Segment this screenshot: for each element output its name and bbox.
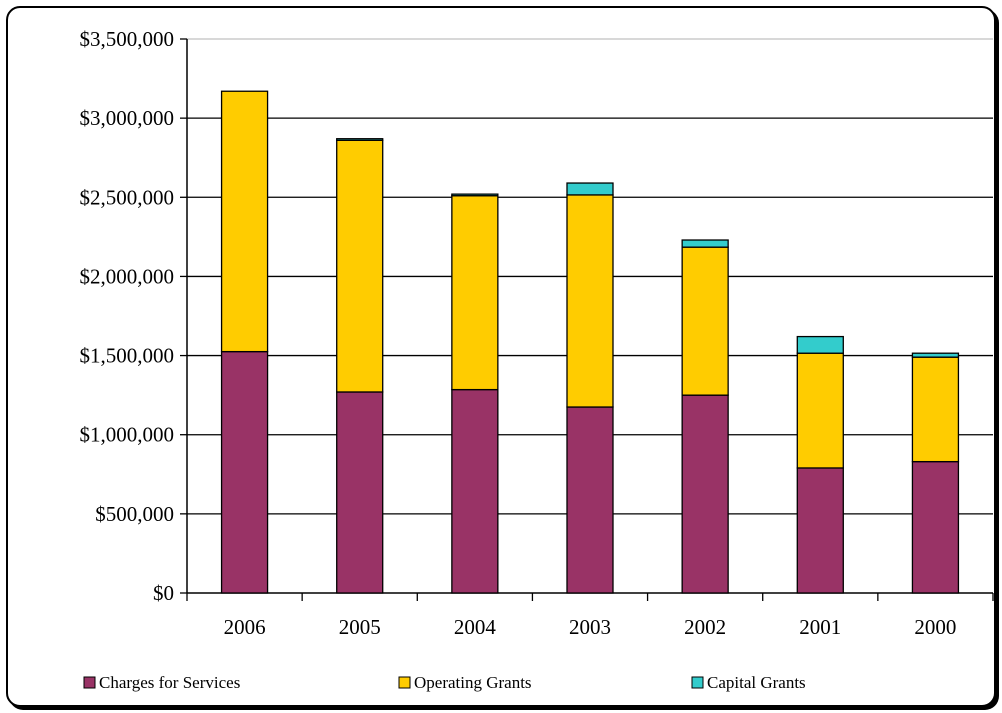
bar-operating-grants-2001 bbox=[796, 352, 844, 469]
bar-operating-grants-2005 bbox=[336, 139, 384, 393]
legend-swatch bbox=[83, 676, 96, 689]
y-tick-label: $3,500,000 bbox=[80, 27, 175, 51]
bar-operating-grants-2000 bbox=[911, 356, 960, 463]
x-tick-label: 2002 bbox=[684, 615, 726, 639]
x-tick-label: 2004 bbox=[454, 615, 497, 639]
bar-capital-grants-2004 bbox=[451, 193, 499, 197]
bar-charges-for-services-2005 bbox=[336, 391, 384, 594]
y-tick-label: $500,000 bbox=[95, 502, 174, 526]
bar-charges-for-services-2001 bbox=[796, 467, 844, 594]
bar-charges-for-services-2006 bbox=[220, 350, 269, 594]
y-tick-label: $3,000,000 bbox=[80, 106, 175, 130]
bar-charges-for-services-2003 bbox=[566, 406, 614, 594]
y-tick-label: $2,500,000 bbox=[80, 185, 175, 209]
bar-operating-grants-2004 bbox=[451, 195, 499, 391]
bar-operating-grants-2002 bbox=[681, 246, 729, 396]
bar-operating-grants-2006 bbox=[220, 90, 269, 353]
legend-label: Charges for Services bbox=[99, 673, 240, 692]
bar-charges-for-services-2000 bbox=[911, 460, 960, 594]
bar-charges-for-services-2004 bbox=[451, 388, 499, 594]
bar-capital-grants-2002 bbox=[681, 239, 729, 248]
legend-label: Capital Grants bbox=[707, 673, 806, 692]
y-tick-label: $1,500,000 bbox=[80, 344, 175, 368]
y-tick-label: $1,000,000 bbox=[80, 423, 175, 447]
bar-charges-for-services-2002 bbox=[681, 394, 729, 594]
x-tick-label: 2000 bbox=[914, 615, 956, 639]
bar-capital-grants-2005 bbox=[336, 138, 384, 141]
bar-capital-grants-2001 bbox=[796, 335, 844, 354]
legend-swatch bbox=[691, 676, 704, 689]
legend-label: Operating Grants bbox=[414, 673, 532, 692]
x-tick-label: 2006 bbox=[224, 615, 266, 639]
bar-capital-grants-2003 bbox=[566, 182, 614, 196]
y-tick-label: $2,000,000 bbox=[80, 264, 175, 288]
x-tick-label: 2005 bbox=[339, 615, 381, 639]
x-tick-label: 2001 bbox=[799, 615, 841, 639]
legend-swatch bbox=[398, 676, 411, 689]
bar-operating-grants-2003 bbox=[566, 194, 614, 408]
x-tick-label: 2003 bbox=[569, 615, 611, 639]
bar-capital-grants-2000 bbox=[911, 352, 960, 358]
y-tick-label: $0 bbox=[153, 581, 174, 605]
